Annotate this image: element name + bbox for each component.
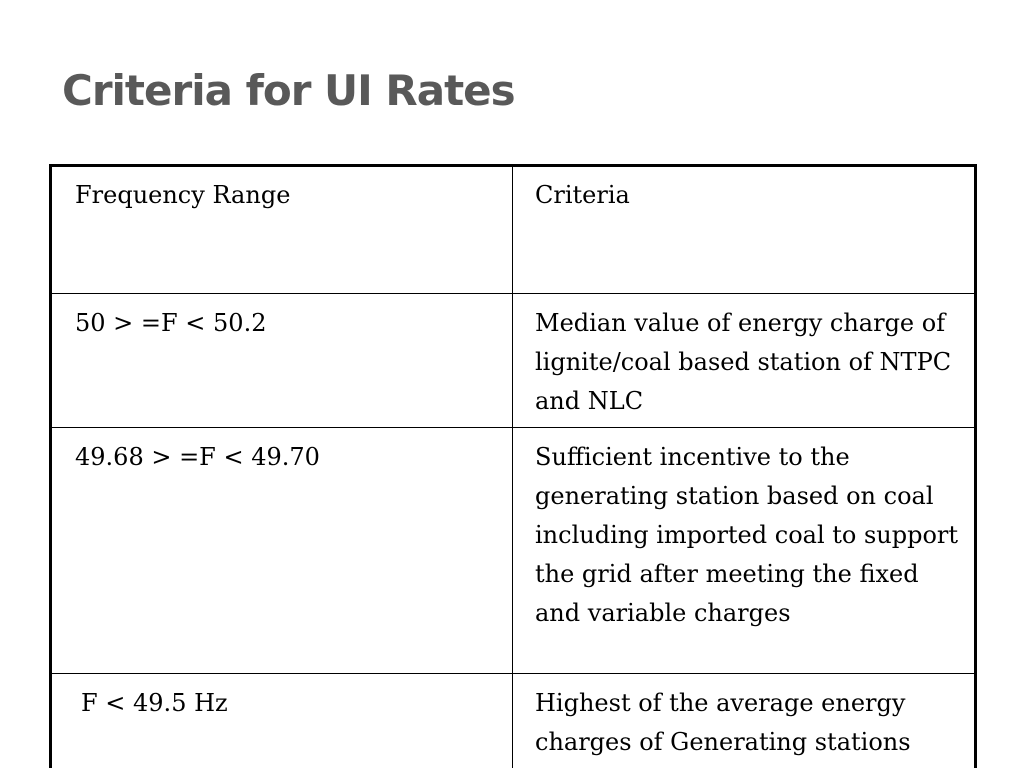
criteria-cell: Highest of the average energy charges of… (512, 673, 975, 768)
header-frequency-range: Frequency Range (50, 165, 513, 294)
criteria-cell: Median value of energy charge of lignite… (512, 293, 975, 428)
table-row: F < 49.5 Hz Highest of the average energ… (50, 673, 975, 768)
header-criteria: Criteria (512, 165, 975, 294)
slide-title: Criteria for UI Rates (62, 66, 516, 115)
frequency-cell: F < 49.5 Hz (50, 673, 513, 768)
table-row: 50 > =F < 50.2 Median value of energy ch… (50, 293, 975, 428)
frequency-cell: 49.68 > =F < 49.70 (50, 427, 513, 674)
table-header-row: Frequency Range Criteria (50, 165, 975, 294)
criteria-table: Frequency Range Criteria 50 > =F < 50.2 … (50, 165, 975, 768)
frequency-cell: 50 > =F < 50.2 (50, 293, 513, 428)
table-row: 49.68 > =F < 49.70 Sufficient incentive … (50, 427, 975, 674)
criteria-cell: Sufficient incentive to the generating s… (512, 427, 975, 674)
